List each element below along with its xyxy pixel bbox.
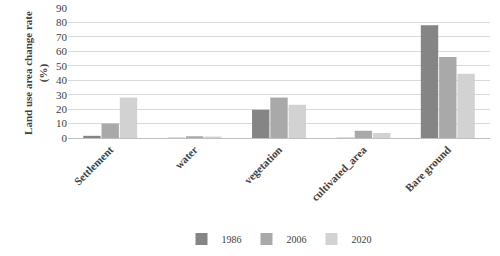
svg-text:10: 10	[56, 117, 68, 129]
svg-text:Settlement: Settlement	[72, 143, 116, 187]
svg-text:70: 70	[56, 31, 68, 43]
svg-text:vegetation: vegetation	[242, 144, 285, 187]
svg-text:2020: 2020	[352, 234, 372, 245]
svg-text:30: 30	[56, 89, 68, 101]
svg-text:Land use area change rate(%): Land use area change rate(%)	[22, 11, 49, 135]
svg-text:Bare ground: Bare ground	[403, 144, 453, 194]
svg-text:water: water	[172, 143, 200, 171]
svg-text:cultivated_area: cultivated_area	[309, 143, 369, 203]
svg-text:90: 90	[56, 2, 68, 14]
svg-text:60: 60	[56, 45, 68, 57]
svg-text:0: 0	[62, 132, 68, 144]
svg-text:80: 80	[56, 16, 68, 28]
svg-text:2006: 2006	[287, 234, 307, 245]
svg-text:40: 40	[56, 74, 68, 86]
svg-text:20: 20	[56, 103, 68, 115]
svg-text:50: 50	[56, 60, 68, 72]
svg-text:1986: 1986	[222, 234, 242, 245]
